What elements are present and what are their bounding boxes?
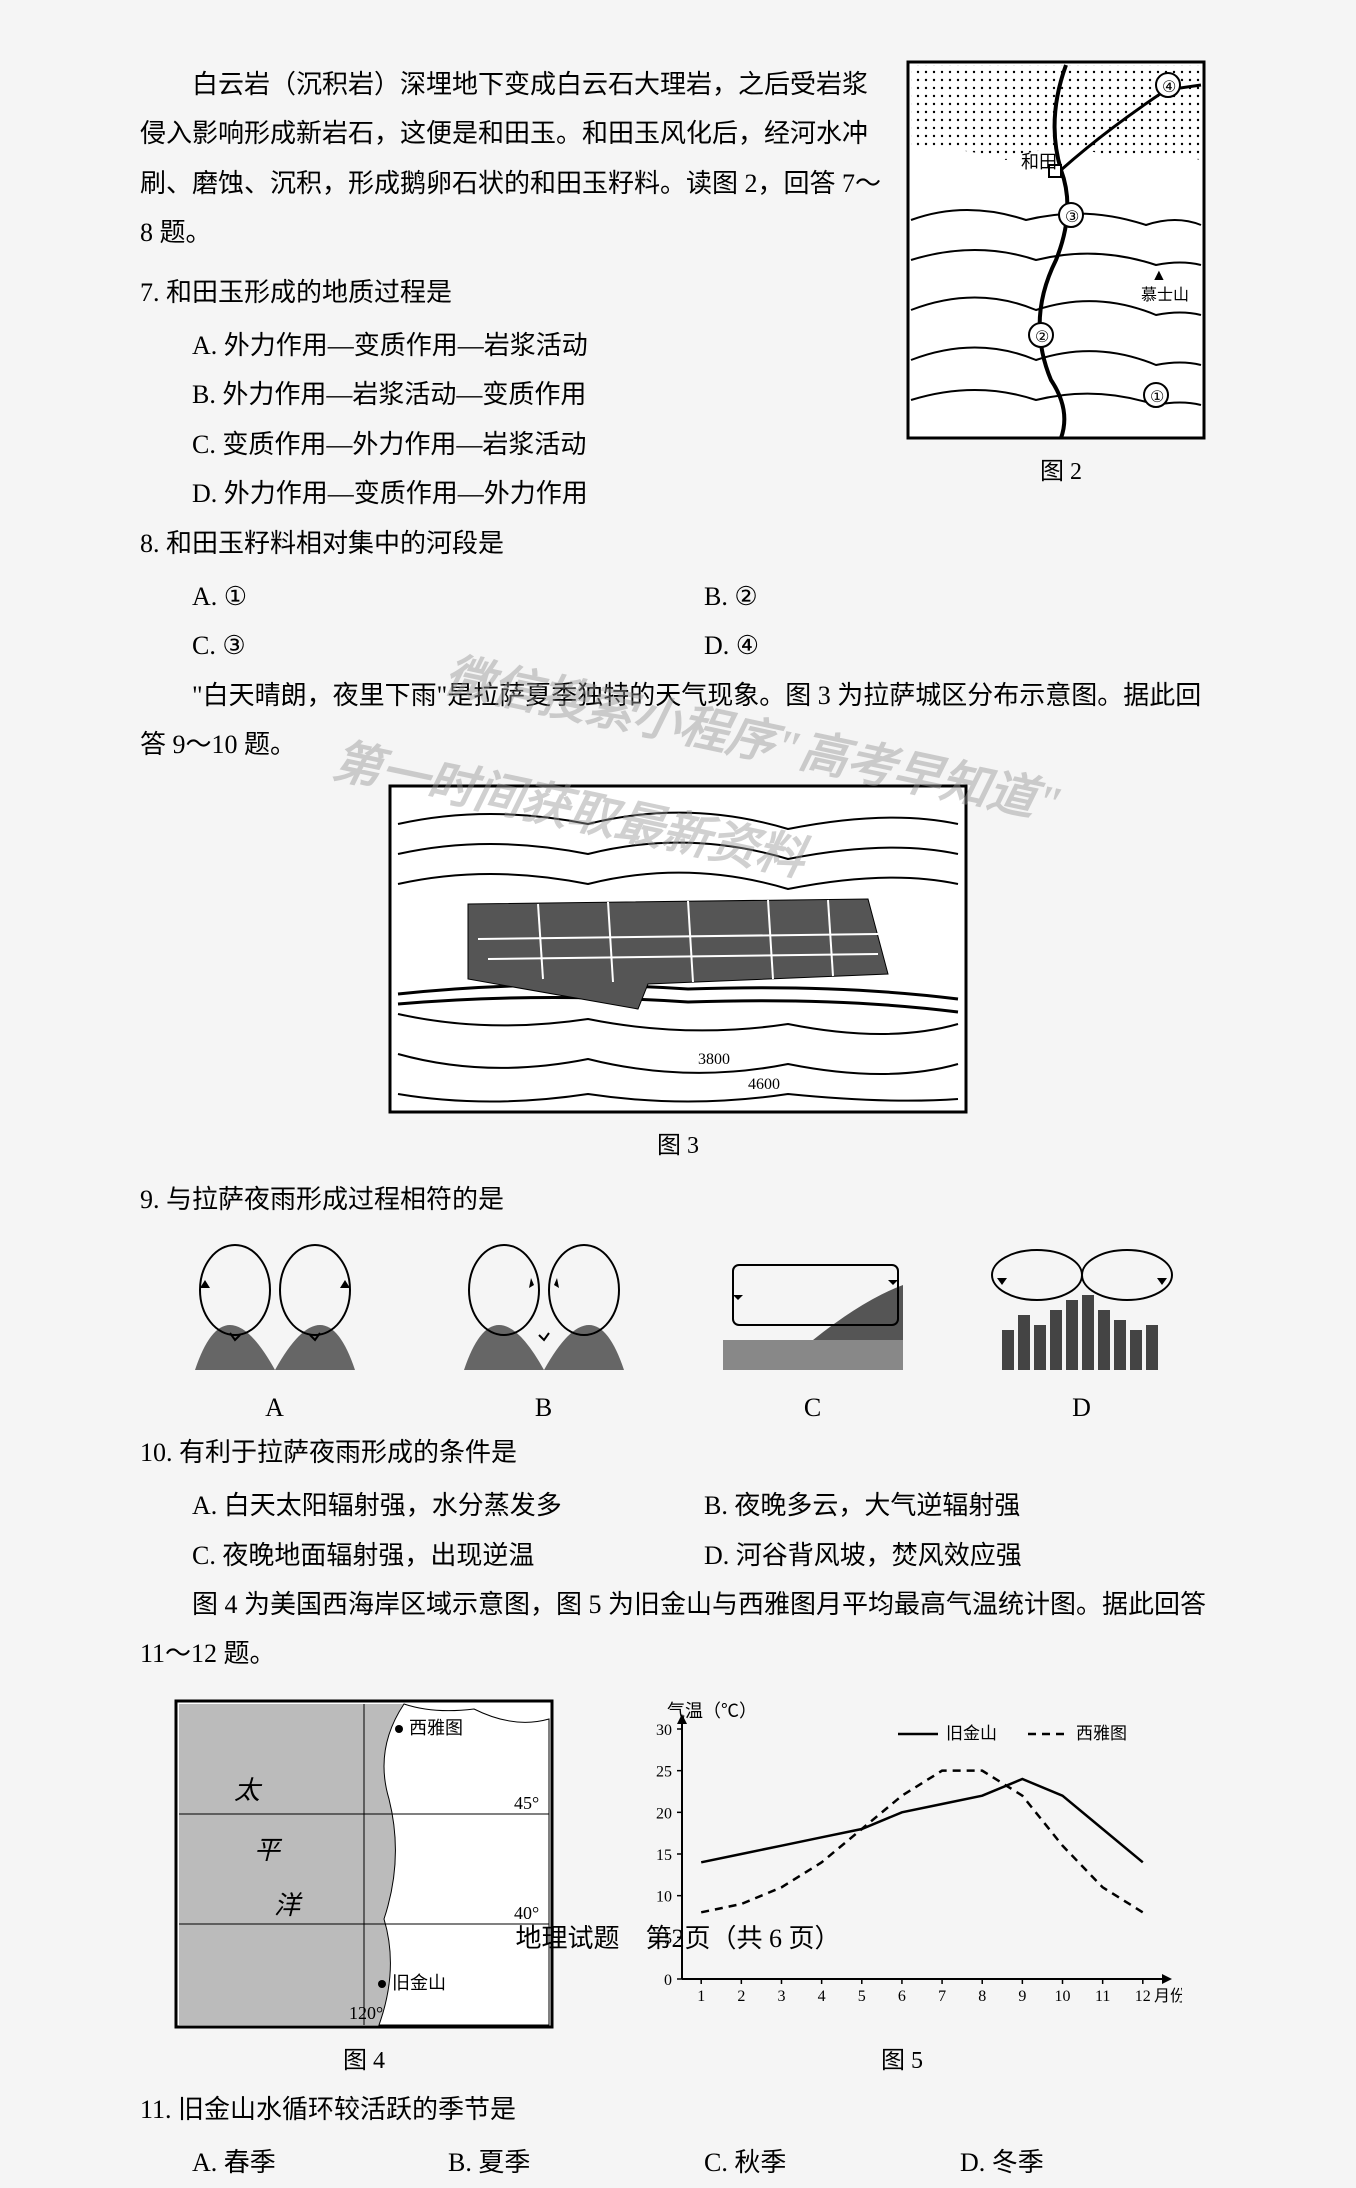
q8-opt-d: D. ④ — [704, 621, 1216, 670]
svg-text:西雅图: 西雅图 — [409, 1718, 463, 1738]
label-2: ② — [1035, 329, 1049, 346]
label-3: ③ — [1065, 209, 1079, 226]
svg-text:9: 9 — [1018, 1988, 1026, 2005]
figure-2: 和田 ▲ 慕士山 ④ ③ ② ① 图 2 — [906, 60, 1216, 486]
diagram-c — [703, 1240, 923, 1380]
svg-text:西雅图: 西雅图 — [1076, 1724, 1127, 1743]
svg-text:旧金山: 旧金山 — [392, 1973, 446, 1993]
svg-text:3: 3 — [777, 1988, 785, 2005]
svg-text:0: 0 — [664, 1972, 672, 1989]
label-hetian: 和田 — [1021, 152, 1057, 172]
svg-text:11: 11 — [1095, 1988, 1110, 2005]
map-fig4: 45° 40° 120° 太 平 洋 西雅图 旧金山 — [174, 1699, 554, 2029]
label-4: ④ — [1162, 79, 1176, 96]
svg-text:4: 4 — [818, 1988, 826, 2005]
q9-label-d: D — [947, 1393, 1216, 1423]
fig4-caption: 图 4 — [174, 2040, 554, 2075]
svg-text:2: 2 — [737, 1988, 745, 2005]
q10-opt-b: B. 夜晚多云，大气逆辐射强 — [704, 1481, 1216, 1530]
q8-opt-a: A. ① — [192, 572, 704, 621]
map-fig3: 3800 4600 — [388, 784, 968, 1114]
page-footer: 地理试题 第2页（共 6 页） — [0, 1918, 1356, 1955]
q9-label-b: B — [409, 1393, 678, 1423]
svg-text:15: 15 — [656, 1847, 672, 1864]
svg-text:10: 10 — [1055, 1988, 1071, 2005]
svg-text:3800: 3800 — [698, 1051, 730, 1068]
figure-4: 45° 40° 120° 太 平 洋 西雅图 旧金山 图 4 — [174, 1699, 554, 2075]
svg-text:10: 10 — [656, 1888, 672, 1905]
q8-opt-b: B. ② — [704, 572, 1216, 621]
svg-text:月份: 月份 — [1154, 1987, 1182, 2005]
svg-text:▲: ▲ — [1151, 267, 1167, 284]
q10-stem: 10. 有利于拉萨夜雨形成的条件是 — [140, 1428, 1216, 1477]
svg-text:太: 太 — [234, 1776, 263, 1805]
q11-opt-d: D. 冬季 — [960, 2138, 1216, 2187]
svg-text:洋: 洋 — [274, 1891, 303, 1920]
svg-text:8: 8 — [978, 1988, 986, 2005]
svg-text:4600: 4600 — [748, 1076, 780, 1093]
svg-text:6: 6 — [898, 1988, 906, 2005]
q11-stem: 11. 旧金山水循环较活跃的季节是 — [140, 2085, 1216, 2134]
q8-stem: 8. 和田玉籽料相对集中的河段是 — [140, 519, 1216, 568]
figure-5: 气温（℃）051015202530123456789101112月份旧金山西雅图… — [622, 1699, 1182, 2075]
q11-opt-a: A. 春季 — [192, 2138, 448, 2187]
svg-text:45°: 45° — [514, 1793, 539, 1813]
q11-opt-c: C. 秋季 — [704, 2138, 960, 2187]
q8-opt-c: C. ③ — [192, 621, 704, 670]
fig5-caption: 图 5 — [622, 2040, 1182, 2075]
svg-text:25: 25 — [656, 1763, 672, 1780]
q10-opt-d: D. 河谷背风坡，焚风效应强 — [704, 1531, 1216, 1580]
label-1: ① — [1150, 389, 1164, 406]
diagram-d — [972, 1240, 1192, 1380]
temp-chart: 气温（℃）051015202530123456789101112月份旧金山西雅图 — [622, 1699, 1182, 2029]
svg-text:120°: 120° — [349, 2003, 383, 2023]
svg-text:气温（℃）: 气温（℃） — [667, 1701, 757, 1721]
svg-text:5: 5 — [858, 1988, 866, 2005]
q9-label-a: A — [140, 1393, 409, 1423]
svg-text:20: 20 — [656, 1805, 672, 1822]
fig2-caption: 图 2 — [906, 451, 1216, 486]
fig3-caption: 图 3 — [140, 1125, 1216, 1160]
passage-3: 图 4 为美国西海岸区域示意图，图 5 为旧金山与西雅图月平均最高气温统计图。据… — [140, 1580, 1216, 1679]
svg-text:30: 30 — [656, 1722, 672, 1739]
svg-text:12: 12 — [1135, 1988, 1151, 2005]
svg-text:旧金山: 旧金山 — [946, 1724, 997, 1743]
q10-opt-c: C. 夜晚地面辐射强，出现逆温 — [192, 1531, 704, 1580]
svg-text:平: 平 — [254, 1836, 283, 1865]
q10-opt-a: A. 白天太阳辐射强，水分蒸发多 — [192, 1481, 704, 1530]
q9-label-c: C — [678, 1393, 947, 1423]
svg-text:1: 1 — [697, 1988, 705, 2005]
q11-opt-b: B. 夏季 — [448, 2138, 704, 2187]
diagram-b — [434, 1240, 654, 1380]
label-mountain: 慕士山 — [1141, 286, 1189, 304]
q9-stem: 9. 与拉萨夜雨形成过程相符的是 — [140, 1175, 1216, 1224]
svg-text:7: 7 — [938, 1988, 946, 2005]
q9-diagrams: A B C — [140, 1240, 1216, 1423]
passage-2: "白天晴朗，夜里下雨"是拉萨夏季独特的天气现象。图 3 为拉萨城区分布示意图。据… — [140, 671, 1216, 770]
map-fig2: 和田 ▲ 慕士山 ④ ③ ② ① — [906, 60, 1206, 440]
diagram-a — [165, 1240, 385, 1380]
figure-3: 3800 4600 图 3 — [140, 784, 1216, 1160]
